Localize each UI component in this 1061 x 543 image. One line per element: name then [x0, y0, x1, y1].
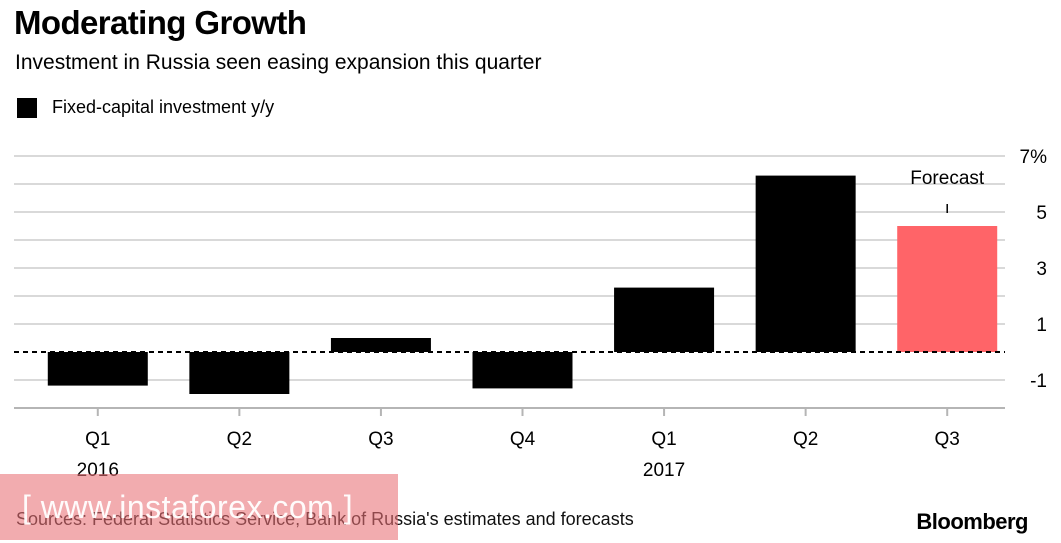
y-tick-label: 1 — [1036, 315, 1047, 336]
x-tick-label: Q3 — [935, 429, 960, 450]
bar — [755, 175, 856, 352]
x-tick-label: Q2 — [227, 429, 252, 450]
x-tick-label: Q1 — [85, 429, 110, 450]
x-tick-label: Q1 — [651, 429, 676, 450]
y-tick-label: 3 — [1036, 259, 1047, 280]
bar — [189, 352, 290, 394]
bar — [330, 338, 431, 352]
bar — [614, 287, 715, 352]
y-tick-label: 7% — [1020, 147, 1048, 168]
year-label: 2017 — [643, 460, 685, 481]
bar — [47, 352, 148, 386]
x-tick-label: Q3 — [368, 429, 393, 450]
forecast-bar — [897, 226, 998, 352]
bloomberg-logo: Bloomberg — [916, 509, 1028, 534]
legend: Fixed-capital investment y/y — [17, 97, 274, 118]
x-tick-label: Q2 — [793, 429, 818, 450]
bar — [472, 352, 573, 389]
legend-swatch — [17, 97, 37, 118]
forecast-annotation: Forecast — [910, 168, 985, 189]
y-tick-label: 5 — [1036, 203, 1047, 224]
instaforex-watermark: [ www.instaforex.com ] — [0, 474, 398, 540]
legend-label: Fixed-capital investment y/y — [52, 97, 275, 117]
chart-subtitle: Investment in Russia seen easing expansi… — [15, 51, 542, 74]
x-tick-label: Q4 — [510, 429, 536, 450]
chart-title: Moderating Growth — [14, 4, 307, 41]
y-tick-label: -1 — [1030, 371, 1047, 392]
